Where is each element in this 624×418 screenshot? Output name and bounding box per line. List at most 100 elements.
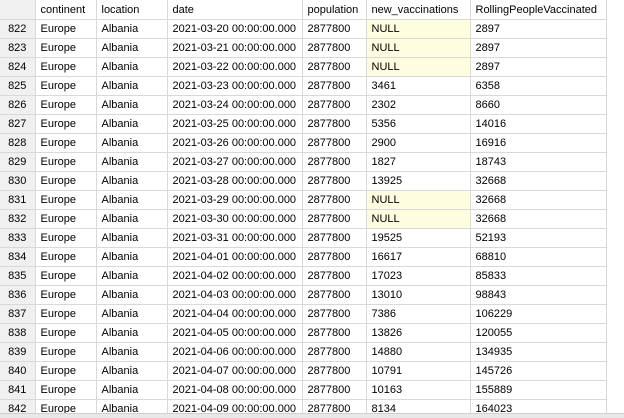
cell-date[interactable]: 2021-04-04 00:00:00.000 bbox=[167, 304, 303, 324]
cell-rolling-people-vaccinated[interactable]: 32668 bbox=[470, 171, 607, 191]
cell-population[interactable]: 2877800 bbox=[302, 19, 367, 39]
row-number[interactable]: 841 bbox=[0, 380, 36, 400]
cell-population[interactable]: 2877800 bbox=[302, 266, 367, 286]
cell-date[interactable]: 2021-04-06 00:00:00.000 bbox=[167, 342, 303, 362]
cell-location[interactable]: Albania bbox=[96, 342, 168, 362]
cell-rolling-people-vaccinated[interactable]: 145726 bbox=[470, 361, 607, 381]
cell-date[interactable]: 2021-03-23 00:00:00.000 bbox=[167, 76, 303, 96]
cell-date[interactable]: 2021-03-30 00:00:00.000 bbox=[167, 209, 303, 229]
cell-location[interactable]: Albania bbox=[96, 285, 168, 305]
cell-date[interactable]: 2021-03-20 00:00:00.000 bbox=[167, 19, 303, 39]
cell-date[interactable]: 2021-04-03 00:00:00.000 bbox=[167, 285, 303, 305]
cell-new-vaccinations[interactable]: 2302 bbox=[366, 95, 471, 115]
cell-rolling-people-vaccinated[interactable]: 134935 bbox=[470, 342, 607, 362]
cell-population[interactable]: 2877800 bbox=[302, 285, 367, 305]
cell-location[interactable]: Albania bbox=[96, 19, 168, 39]
cell-rolling-people-vaccinated[interactable]: 68810 bbox=[470, 247, 607, 267]
cell-continent[interactable]: Europe bbox=[35, 38, 97, 58]
cell-date[interactable]: 2021-04-05 00:00:00.000 bbox=[167, 323, 303, 343]
cell-rolling-people-vaccinated[interactable]: 85833 bbox=[470, 266, 607, 286]
cell-rolling-people-vaccinated[interactable]: 6358 bbox=[470, 76, 607, 96]
cell-location[interactable]: Albania bbox=[96, 171, 168, 191]
cell-new-vaccinations[interactable]: 10163 bbox=[366, 380, 471, 400]
cell-new-vaccinations[interactable]: 14880 bbox=[366, 342, 471, 362]
cell-population[interactable]: 2877800 bbox=[302, 209, 367, 229]
cell-location[interactable]: Albania bbox=[96, 228, 168, 248]
cell-population[interactable]: 2877800 bbox=[302, 133, 367, 153]
row-number[interactable]: 833 bbox=[0, 228, 36, 248]
cell-population[interactable]: 2877800 bbox=[302, 76, 367, 96]
cell-rolling-people-vaccinated[interactable]: 32668 bbox=[470, 209, 607, 229]
cell-date[interactable]: 2021-04-07 00:00:00.000 bbox=[167, 361, 303, 381]
cell-new-vaccinations[interactable]: NULL bbox=[366, 209, 471, 229]
cell-continent[interactable]: Europe bbox=[35, 304, 97, 324]
row-number[interactable]: 840 bbox=[0, 361, 36, 381]
cell-new-vaccinations[interactable]: 10791 bbox=[366, 361, 471, 381]
cell-population[interactable]: 2877800 bbox=[302, 342, 367, 362]
cell-population[interactable]: 2877800 bbox=[302, 323, 367, 343]
cell-continent[interactable]: Europe bbox=[35, 323, 97, 343]
row-number[interactable]: 826 bbox=[0, 95, 36, 115]
cell-population[interactable]: 2877800 bbox=[302, 247, 367, 267]
cell-new-vaccinations[interactable]: 17023 bbox=[366, 266, 471, 286]
table-row[interactable]: 841 Europe Albania 2021-04-08 00:00:00.000 2… bbox=[0, 380, 607, 400]
table-row[interactable]: 842 Europe Albania 2021-04-09 00:00:00.000 2… bbox=[0, 399, 607, 418]
cell-continent[interactable]: Europe bbox=[35, 209, 97, 229]
cell-location[interactable]: Albania bbox=[96, 133, 168, 153]
column-header-continent[interactable]: continent bbox=[35, 0, 97, 20]
cell-new-vaccinations[interactable]: 13925 bbox=[366, 171, 471, 191]
cell-new-vaccinations[interactable]: 2900 bbox=[366, 133, 471, 153]
table-row[interactable]: 822 Europe Albania 2021-03-20 00:00:00.000 2… bbox=[0, 19, 607, 39]
table-row[interactable]: 836 Europe Albania 2021-04-03 00:00:00.000 2… bbox=[0, 285, 607, 305]
row-number[interactable]: 828 bbox=[0, 133, 36, 153]
cell-population[interactable]: 2877800 bbox=[302, 38, 367, 58]
cell-rolling-people-vaccinated[interactable]: 120055 bbox=[470, 323, 607, 343]
row-number[interactable]: 839 bbox=[0, 342, 36, 362]
cell-rolling-people-vaccinated[interactable]: 8660 bbox=[470, 95, 607, 115]
table-row[interactable]: 840 Europe Albania 2021-04-07 00:00:00.000 2… bbox=[0, 361, 607, 381]
table-row[interactable]: 825 Europe Albania 2021-03-23 00:00:00.000 2… bbox=[0, 76, 607, 96]
table-row[interactable]: 823 Europe Albania 2021-03-21 00:00:00.000 2… bbox=[0, 38, 607, 58]
cell-location[interactable]: Albania bbox=[96, 209, 168, 229]
cell-date[interactable]: 2021-04-02 00:00:00.000 bbox=[167, 266, 303, 286]
cell-continent[interactable]: Europe bbox=[35, 19, 97, 39]
cell-rolling-people-vaccinated[interactable]: 155889 bbox=[470, 380, 607, 400]
cell-continent[interactable]: Europe bbox=[35, 380, 97, 400]
table-row[interactable]: 830 Europe Albania 2021-03-28 00:00:00.000 2… bbox=[0, 171, 607, 191]
cell-location[interactable]: Albania bbox=[96, 361, 168, 381]
cell-population[interactable]: 2877800 bbox=[302, 57, 367, 77]
cell-new-vaccinations[interactable]: NULL bbox=[366, 38, 471, 58]
cell-rolling-people-vaccinated[interactable]: 98843 bbox=[470, 285, 607, 305]
cell-new-vaccinations[interactable]: NULL bbox=[366, 190, 471, 210]
table-row[interactable]: 827 Europe Albania 2021-03-25 00:00:00.000 2… bbox=[0, 114, 607, 134]
cell-new-vaccinations[interactable]: 5356 bbox=[366, 114, 471, 134]
cell-population[interactable]: 2877800 bbox=[302, 304, 367, 324]
row-number[interactable]: 829 bbox=[0, 152, 36, 172]
cell-location[interactable]: Albania bbox=[96, 247, 168, 267]
cell-continent[interactable]: Europe bbox=[35, 57, 97, 77]
cell-continent[interactable]: Europe bbox=[35, 228, 97, 248]
table-row[interactable]: 837 Europe Albania 2021-04-04 00:00:00.000 2… bbox=[0, 304, 607, 324]
cell-new-vaccinations[interactable]: 1827 bbox=[366, 152, 471, 172]
column-header-rolling-people-vaccinated[interactable]: RollingPeopleVaccinated bbox=[470, 0, 607, 20]
cell-location[interactable]: Albania bbox=[96, 323, 168, 343]
cell-population[interactable]: 2877800 bbox=[302, 361, 367, 381]
cell-date[interactable]: 2021-04-08 00:00:00.000 bbox=[167, 380, 303, 400]
cell-population[interactable]: 2877800 bbox=[302, 95, 367, 115]
row-number[interactable]: 825 bbox=[0, 76, 36, 96]
cell-location[interactable]: Albania bbox=[96, 266, 168, 286]
cell-new-vaccinations[interactable]: NULL bbox=[366, 19, 471, 39]
cell-date[interactable]: 2021-03-31 00:00:00.000 bbox=[167, 228, 303, 248]
row-number[interactable]: 824 bbox=[0, 57, 36, 77]
cell-continent[interactable]: Europe bbox=[35, 190, 97, 210]
row-number[interactable]: 835 bbox=[0, 266, 36, 286]
table-row[interactable]: 834 Europe Albania 2021-04-01 00:00:00.000 2… bbox=[0, 247, 607, 267]
cell-location[interactable]: Albania bbox=[96, 76, 168, 96]
cell-location[interactable]: Albania bbox=[96, 380, 168, 400]
cell-population[interactable]: 2877800 bbox=[302, 171, 367, 191]
row-number[interactable]: 827 bbox=[0, 114, 36, 134]
cell-new-vaccinations[interactable]: NULL bbox=[366, 57, 471, 77]
cell-location[interactable]: Albania bbox=[96, 304, 168, 324]
cell-date[interactable]: 2021-03-25 00:00:00.000 bbox=[167, 114, 303, 134]
horizontal-scrollbar[interactable] bbox=[0, 413, 624, 418]
